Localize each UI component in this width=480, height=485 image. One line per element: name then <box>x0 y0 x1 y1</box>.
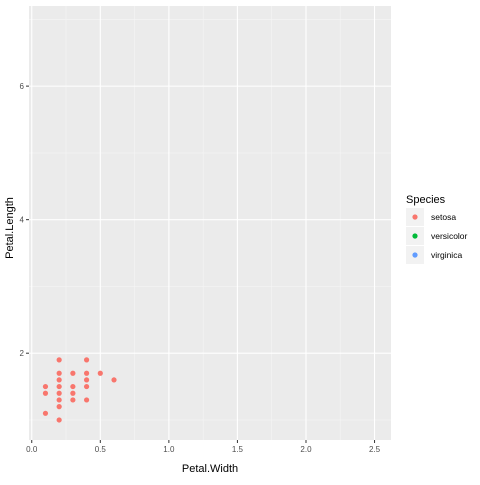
data-point <box>83 397 90 403</box>
minor-gridlines <box>29 6 391 440</box>
data-point <box>83 383 90 390</box>
data-point <box>70 383 76 390</box>
data-point <box>56 357 62 363</box>
data-point <box>56 370 62 376</box>
legend-key-point <box>412 214 418 220</box>
major-gridlines <box>29 6 391 440</box>
y-tick-label: 4 <box>20 216 25 225</box>
x-tick-label: 0.0 <box>26 445 38 454</box>
y-axis-title: Petal.Length <box>4 197 16 259</box>
data-point <box>111 377 117 383</box>
data-point <box>56 377 62 383</box>
legend-key-point <box>412 233 418 239</box>
legend-title: Species <box>406 194 446 206</box>
data-point <box>70 390 76 396</box>
data-point <box>42 390 49 396</box>
data-point <box>70 370 76 376</box>
legend-label: virginica <box>431 250 462 260</box>
x-tick-label: 1.0 <box>163 445 175 454</box>
data-point <box>83 370 90 376</box>
data-point <box>42 410 49 416</box>
data-point <box>56 383 62 390</box>
x-tick-label: 0.5 <box>95 445 107 454</box>
x-tick-label: 1.5 <box>232 445 244 454</box>
x-tick-label: 2.0 <box>300 445 312 454</box>
y-axis: 2 4 6 <box>20 82 29 358</box>
data-points <box>42 357 117 423</box>
data-point <box>83 357 90 363</box>
data-point <box>83 377 90 383</box>
x-tick-label: 2.5 <box>369 445 381 454</box>
panel-background <box>29 6 391 440</box>
legend-label: versicolor <box>431 231 468 241</box>
x-axis-title: Petal.Width <box>182 463 238 475</box>
legend-key-point <box>412 252 418 258</box>
y-tick-label: 6 <box>20 82 25 91</box>
data-point <box>56 397 62 403</box>
data-point <box>42 383 49 390</box>
y-tick-label: 2 <box>20 349 25 358</box>
legend: Species setosa versicolor virginica <box>406 194 468 264</box>
data-point <box>97 370 103 376</box>
data-point <box>56 417 62 423</box>
data-point <box>70 397 76 403</box>
data-point <box>56 404 62 410</box>
x-axis: 0.0 0.5 1.0 1.5 2.0 2.5 <box>26 440 381 454</box>
legend-entries: setosa versicolor virginica <box>406 208 468 264</box>
legend-label: setosa <box>431 212 456 222</box>
data-point <box>56 390 62 396</box>
